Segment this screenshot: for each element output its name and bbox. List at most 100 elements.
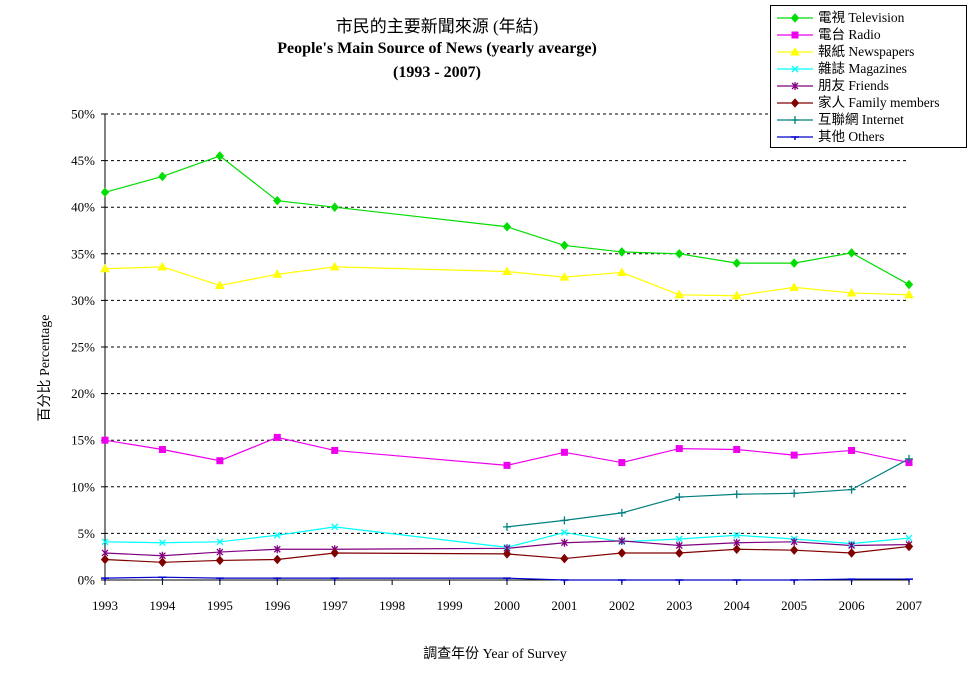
legend-swatch — [777, 65, 813, 73]
data-point-7 — [905, 578, 913, 583]
data-point-7 — [790, 579, 799, 583]
data-point-1 — [618, 459, 626, 467]
legend-marker — [790, 46, 800, 56]
legend-label: 其他 Others — [818, 129, 885, 144]
data-point-5 — [732, 544, 741, 555]
legend-label: 朋友 Friends — [818, 78, 889, 93]
legend-swatch — [777, 98, 813, 108]
data-point-0 — [100, 187, 110, 198]
y-tick-label: 45% — [71, 153, 95, 168]
x-tick-label: 2007 — [896, 598, 923, 613]
legend-marker — [791, 116, 799, 124]
data-point-5 — [100, 554, 110, 565]
data-point-2 — [272, 269, 283, 278]
data-point-2 — [616, 267, 627, 276]
data-point-5 — [330, 548, 339, 558]
data-point-7 — [560, 579, 569, 583]
y-tick-labels: 0% 5% 10% 15% 20% 25% 30% 35% 40% 45% 50% — [71, 107, 95, 588]
data-point-6 — [560, 516, 569, 525]
data-point-7 — [617, 579, 626, 583]
data-point-7 — [215, 577, 224, 582]
legend-marker — [791, 82, 799, 90]
y-tick-label: 0% — [78, 573, 96, 588]
series-line-6 — [506, 458, 910, 528]
legend-marker — [791, 136, 799, 140]
data-point-6 — [732, 490, 741, 499]
x-tick-label: 1997 — [322, 598, 349, 613]
data-point-6 — [503, 522, 511, 531]
legend-item: 雜誌 Magazines — [771, 60, 966, 77]
legend-label: 互聯網 Internet — [818, 112, 904, 127]
data-point-1 — [158, 446, 166, 454]
data-point-1 — [503, 461, 511, 469]
data-point-2 — [157, 261, 168, 271]
y-tick-label: 10% — [71, 479, 95, 494]
data-point-4 — [848, 541, 856, 550]
legend-swatch — [777, 82, 813, 90]
data-point-2 — [329, 261, 340, 271]
data-point-6 — [790, 489, 799, 498]
data-point-5 — [789, 545, 799, 555]
chart-subtitle-years: (1993 - 2007) — [393, 64, 481, 81]
data-point-7 — [732, 579, 741, 583]
data-point-0 — [273, 195, 282, 206]
data-point-2 — [559, 272, 570, 281]
legend-swatch — [777, 46, 813, 56]
y-tick-label: 25% — [71, 340, 95, 355]
data-point-4 — [216, 548, 224, 557]
data-point-5 — [560, 553, 569, 564]
legend-swatch — [777, 116, 813, 124]
data-point-7 — [101, 577, 109, 582]
chart-title: 市民的主要新聞來源 (年結) — [335, 17, 539, 36]
legend-marker — [791, 65, 799, 73]
y-tick-label: 20% — [71, 386, 95, 401]
series-markers — [100, 151, 914, 583]
data-point-2 — [789, 282, 800, 291]
legend-marker — [790, 98, 800, 108]
data-point-5 — [273, 554, 282, 565]
legend: 電視 Television 電台 Radio 報紙 Newspapers 雜誌 Mag… — [770, 5, 967, 148]
data-point-3 — [273, 531, 281, 539]
data-point-6 — [847, 485, 856, 494]
legend-marker — [791, 31, 799, 39]
data-point-0 — [330, 202, 339, 212]
data-point-5 — [215, 555, 225, 566]
data-point-3 — [101, 538, 109, 546]
x-tick-label: 2003 — [666, 598, 692, 613]
legend-item: 電台 Radio — [771, 26, 966, 43]
data-point-3 — [560, 529, 568, 536]
legend-label: 電視 Television — [818, 10, 905, 25]
data-point-0 — [675, 249, 684, 259]
data-point-5 — [502, 549, 512, 559]
data-point-6 — [617, 508, 626, 517]
data-point-1 — [790, 451, 798, 459]
data-point-2 — [502, 266, 512, 276]
y-tick-label: 50% — [71, 107, 95, 122]
data-point-6 — [905, 454, 913, 463]
legend-item: 報紙 Newspapers — [771, 43, 966, 60]
data-point-5 — [675, 548, 684, 558]
y-tick-label: 5% — [78, 526, 96, 541]
data-point-3 — [733, 531, 741, 539]
data-point-1 — [273, 433, 281, 441]
data-point-1 — [216, 457, 224, 465]
data-point-0 — [847, 248, 856, 258]
x-tick-label: 2002 — [609, 598, 635, 613]
data-point-7 — [503, 577, 511, 582]
y-axis-label: 百分比 Percentage — [38, 314, 53, 422]
data-point-2 — [904, 289, 914, 299]
legend-item: 互聯網 Internet — [771, 111, 966, 128]
legend-item: 其他 Others — [771, 128, 966, 145]
legend-label: 雜誌 Magazines — [818, 61, 907, 76]
data-point-5 — [904, 541, 914, 552]
data-point-7 — [273, 577, 282, 582]
data-point-5 — [158, 557, 167, 568]
data-point-2 — [674, 289, 685, 299]
legend-swatch — [777, 13, 813, 23]
x-tick-label: 1998 — [379, 598, 405, 613]
x-tick-label: 1996 — [264, 598, 291, 613]
data-point-7 — [158, 576, 167, 581]
x-tick-label: 2005 — [781, 598, 807, 613]
data-point-3 — [158, 539, 166, 547]
data-point-0 — [158, 171, 167, 182]
